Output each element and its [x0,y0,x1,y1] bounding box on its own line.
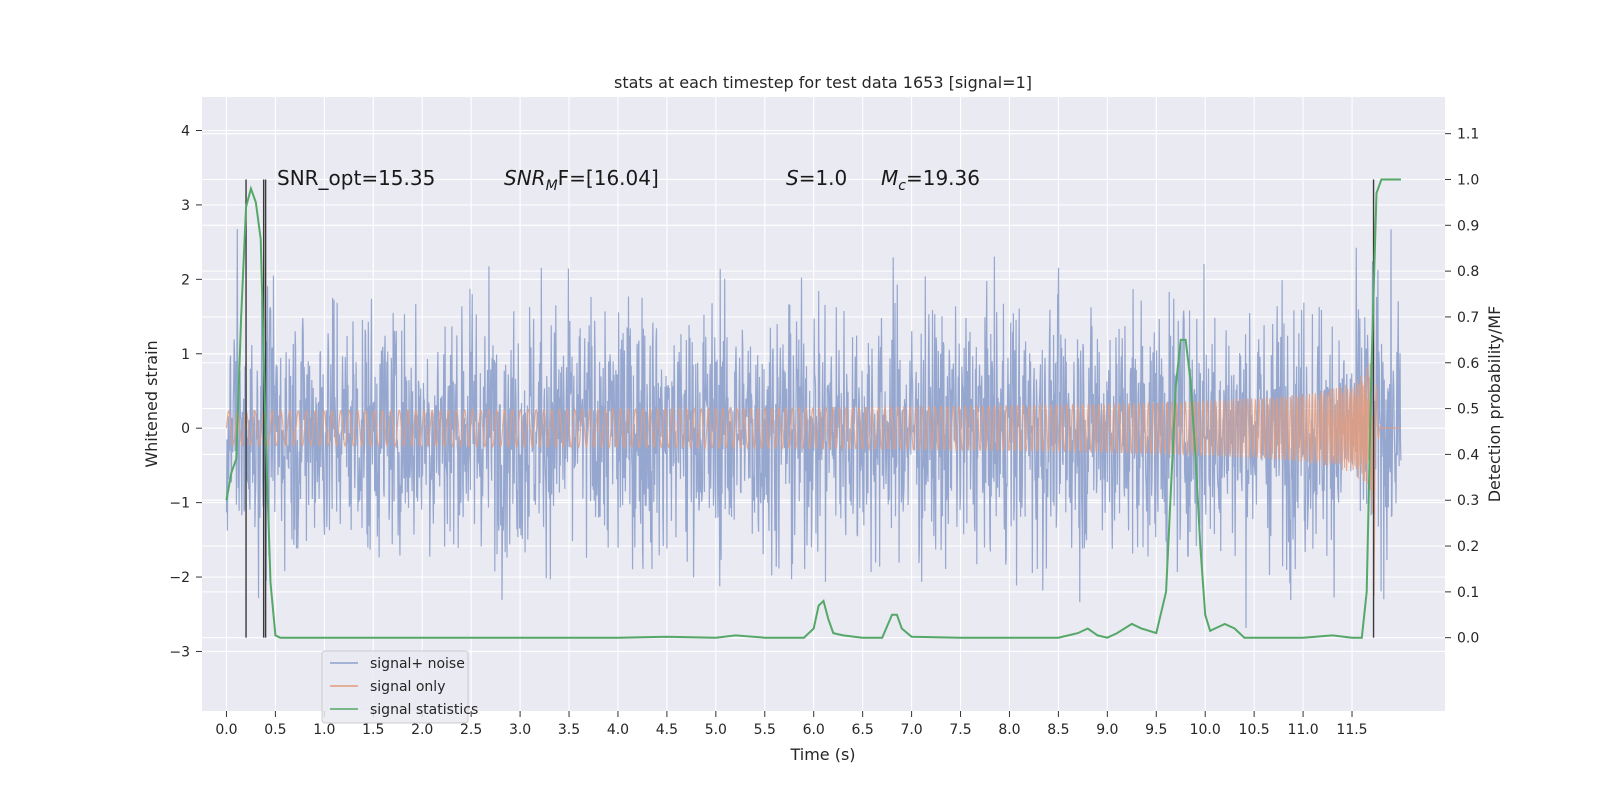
x-tick-label: 0.5 [264,722,286,738]
y-right-tick-label: 0.4 [1457,447,1479,463]
x-tick-label: 5.0 [705,722,727,738]
y-tick-label: 3 [181,198,190,214]
y-tick-label: 4 [181,123,190,139]
x-tick-label: 8.0 [998,722,1020,738]
x-tick-label: 8.5 [1047,722,1069,738]
x-tick-label: 7.5 [949,722,971,738]
y-right-tick-label: 1.0 [1457,172,1479,188]
y-tick-label: −3 [169,644,190,660]
annotation-snr-mf-sub: M [546,178,558,194]
legend-label-stat: signal statistics [370,702,478,718]
annotation-mc: Mc=19.36 [881,166,980,194]
x-tick-label: 10.5 [1239,722,1270,738]
x-tick-label: 5.5 [754,722,776,738]
noise-series [225,228,1402,629]
x-tick-label: 4.5 [656,722,678,738]
y-tick-label: −1 [169,496,190,512]
annotation-s: S=1.0 [786,166,847,190]
legend-box [321,650,469,724]
x-tick-label: 10.0 [1190,722,1221,738]
y-axis-right-label: Detection probability/MF [1485,306,1504,503]
legend-label-signal: signal only [370,679,445,695]
x-axis-label: Time (s) [789,745,855,764]
x-tick-label: 6.5 [852,722,874,738]
annotation-s-prefix: S [786,166,799,190]
x-tick-label: 3.0 [509,722,531,738]
signal-series [225,363,1401,597]
annotation-snr-mf: SNRMF=[16.04] [504,166,659,194]
y-right-tick-label: 0.7 [1457,310,1479,326]
x-tick-label: 1.5 [362,722,384,738]
y-axis-right-ticks: 1.1 1.0 0.9 0.8 0.7 0.6 0.5 0.4 0.3 0.2 0.1 0.0 [1445,127,1479,647]
x-tick-label: 11.0 [1287,722,1318,738]
annotation-mc-value: =19.36 [906,166,980,190]
y-tick-label: −2 [169,570,190,586]
y-right-tick-label: 0.8 [1457,264,1479,280]
statistics-line [225,178,1401,639]
x-tick-label: 9.5 [1145,722,1167,738]
y-tick-label: 0 [181,421,190,437]
signal-line [225,363,1401,597]
y-axis-label: Whitened strain [142,340,161,467]
y-right-tick-label: 0.1 [1457,585,1479,601]
x-tick-label: 11.5 [1336,722,1367,738]
x-tick-label: 2.5 [460,722,482,738]
y-right-tick-label: 0.5 [1457,402,1479,418]
chart-title: stats at each timestep for test data 165… [614,73,1032,92]
y-right-tick-label: 0.2 [1457,539,1479,555]
annotation-s-value: =1.0 [799,166,848,190]
annotation-mc-sub: c [898,178,906,194]
y-tick-label: 1 [181,347,190,363]
y-tick-label: 2 [181,272,190,288]
annotation-mc-prefix: M [881,166,898,190]
annotation-snr-opt: SNR_opt=15.35 [277,166,435,190]
y-right-tick-label: 0.0 [1457,631,1479,647]
legend-label-noise: signal+ noise [370,656,465,672]
statistics-series [225,178,1401,639]
annotation-snr-mf-prefix: SNR [504,166,546,190]
x-tick-label: 9.0 [1096,722,1118,738]
y-right-tick-label: 0.3 [1457,493,1479,509]
y-right-tick-label: 1.1 [1457,127,1479,143]
x-tick-label: 2.0 [411,722,433,738]
noise-line [225,228,1402,629]
annotation-snr-mf-suffix: F=[16.04] [558,166,659,190]
x-tick-label: 1.0 [313,722,335,738]
x-tick-label: 4.0 [607,722,629,738]
x-tick-label: 6.0 [803,722,825,738]
x-tick-label: 7.0 [900,722,922,738]
x-axis-ticks: 0.0 0.5 1.0 1.5 2.0 2.5 3.0 3.5 4.0 4.5 5.0 5.5 6.0 6… [215,711,1368,738]
x-tick-label: 3.5 [558,722,580,738]
y-right-tick-label: 0.9 [1457,218,1479,234]
y-axis-ticks: 4 3 2 1 0 −1 −2 −3 [169,123,202,660]
x-tick-label: 0.0 [215,722,237,738]
y-right-tick-label: 0.6 [1457,356,1479,372]
legend: signal+ noise signal only signal statist… [321,650,478,724]
